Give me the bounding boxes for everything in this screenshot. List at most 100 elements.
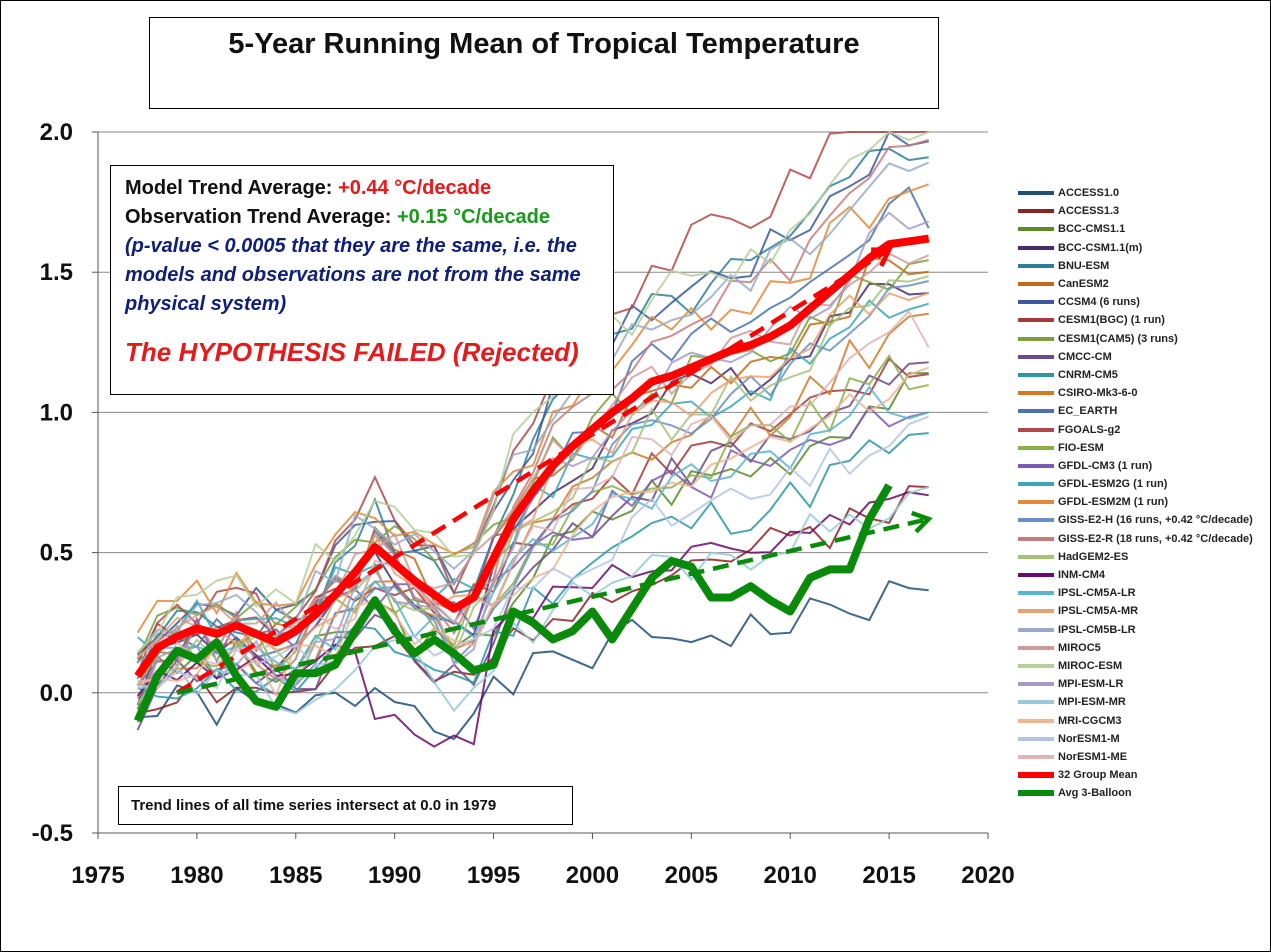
legend-item: GFDL-ESM2G (1 run) — [1018, 475, 1258, 493]
legend-item: MPI-ESM-LR — [1018, 675, 1258, 693]
legend-item: GFDL-ESM2M (1 run) — [1018, 493, 1258, 511]
legend-item: CESM1(BGC) (1 run) — [1018, 311, 1258, 329]
legend-swatch — [1018, 391, 1054, 396]
legend-label: CESM1(CAM5) (3 runs) — [1058, 332, 1178, 345]
legend-item: IPSL-CM5B-LR — [1018, 621, 1258, 639]
model-line-GFDL-CM3 (1 run) — [136, 405, 929, 687]
model-trend-value: +0.44 °C/decade — [338, 177, 492, 199]
x-tick-label: 1985 — [269, 862, 322, 889]
legend-label: MPI-ESM-MR — [1058, 696, 1126, 709]
model-line-GFDL-ESM2M (1 run) — [136, 183, 930, 634]
legend-item: EC_EARTH — [1018, 402, 1258, 420]
legend-item: BCC-CMS1.1 — [1018, 220, 1258, 238]
footnote-box: Trend lines of all time series intersect… — [118, 786, 573, 825]
legend-label: IPSL-CM5A-LR — [1058, 587, 1136, 600]
model-line-IPSL-CM5A-LR — [137, 385, 929, 671]
hypothesis-text: The HYPOTHESIS FAILED (Rejected) — [125, 337, 579, 367]
legend-label: MPI-ESM-LR — [1058, 678, 1124, 691]
obs-trend-line: Observation Trend Average: +0.15 °C/deca… — [125, 203, 599, 232]
legend-swatch — [1018, 372, 1054, 377]
legend-swatch — [1018, 700, 1054, 705]
legend-swatch — [1018, 445, 1054, 450]
chart-title: 5-Year Running Mean of Tropical Temperat… — [228, 28, 860, 60]
model-line-FGOALS-g2 — [136, 131, 929, 675]
legend-label: FGOALS-g2 — [1058, 423, 1121, 436]
legend-item: MRI-CGCM3 — [1018, 711, 1258, 729]
legend-swatch — [1018, 245, 1054, 250]
legend-swatch — [1018, 609, 1054, 614]
legend-item: GFDL-CM3 (1 run) — [1018, 457, 1258, 475]
legend-label: INM-CM4 — [1058, 569, 1106, 582]
legend-swatch — [1018, 736, 1054, 741]
series-line-Avg 3-Balloon — [133, 483, 893, 723]
legend-swatch — [1018, 336, 1054, 341]
legend-item: HadGEM2-ES — [1018, 548, 1258, 566]
legend-item: GISS-E2-H (16 runs, +0.42 °C/decade) — [1018, 511, 1258, 529]
legend-label: MIROC-ESM — [1058, 659, 1123, 672]
legend-item: 32 Group Mean — [1018, 766, 1258, 784]
legend-swatch — [1018, 354, 1054, 359]
legend-swatch — [1018, 500, 1054, 505]
y-tick-label: 1.5 — [40, 259, 73, 286]
trend-line-Model Trend Average — [175, 247, 891, 695]
legend-swatch — [1018, 536, 1054, 541]
axes: 2.0 1.5 1.0 0.5 0.0 -0.5 1975 1980 1985 1990 1995 2… — [32, 119, 1015, 889]
x-tick-label: 2020 — [961, 862, 1014, 889]
legend-swatch — [1018, 754, 1054, 759]
legend-label: GISS-E2-H (16 runs, +0.42 °C/decade) — [1058, 514, 1253, 527]
legend-label: Avg 3-Balloon — [1058, 787, 1132, 800]
legend-item: Avg 3-Balloon — [1018, 784, 1258, 802]
legend-item: BNU-ESM — [1018, 257, 1258, 275]
legend-label: FIO-ESM — [1058, 441, 1104, 454]
model-line-NorESM1-M — [137, 415, 930, 690]
trend-line-Observation Trend Average — [176, 516, 930, 695]
legend-swatch — [1018, 573, 1054, 578]
legend-item: INM-CM4 — [1018, 566, 1258, 584]
legend-swatch — [1018, 318, 1054, 323]
x-tick-label: 2005 — [665, 862, 718, 889]
legend-swatch — [1018, 663, 1054, 668]
pvalue-text: (p-value < 0.0005 that they are the same… — [125, 235, 581, 315]
legend-label: CSIRO-Mk3-6-0 — [1058, 387, 1138, 400]
legend-item: FIO-ESM — [1018, 439, 1258, 457]
legend-item: MPI-ESM-MR — [1018, 693, 1258, 711]
legend-swatch — [1018, 463, 1054, 468]
legend-label: CMCC-CM — [1058, 350, 1112, 363]
legend-swatch — [1018, 300, 1054, 305]
legend-item: CCSM4 (6 runs) — [1018, 293, 1258, 311]
legend-swatch — [1018, 790, 1054, 797]
legend-label: ACCESS1.3 — [1058, 205, 1120, 218]
obs-trend-label: Observation Trend Average: — [125, 206, 397, 228]
legend-swatch — [1018, 682, 1054, 687]
model-line-MRI-CGCM3 — [137, 366, 930, 698]
legend-item: BCC-CSM1.1(m) — [1018, 239, 1258, 257]
legend-label: NorESM1-ME — [1058, 750, 1128, 763]
x-tick-label: 1980 — [170, 862, 223, 889]
model-line-GISS-E2-R (18 runs, +0.42 °C/decade) — [136, 138, 929, 699]
trend-arrowhead — [910, 510, 933, 534]
model-line-MPI-ESM-MR — [137, 486, 929, 715]
legend-item: CMCC-CM — [1018, 348, 1258, 366]
legend-label: GFDL-ESM2G (1 run) — [1058, 478, 1168, 491]
model-trend-line: Model Trend Average: +0.44 °C/decade — [125, 174, 599, 203]
legend-swatch — [1018, 591, 1054, 596]
model-line-CESM1(CAM5) (3 runs) — [136, 259, 929, 660]
y-tick-label: 1.0 — [40, 399, 73, 426]
highlight-series — [133, 234, 930, 723]
legend-item: CNRM-CM5 — [1018, 366, 1258, 384]
legend-item: CSIRO-Mk3-6-0 — [1018, 384, 1258, 402]
legend-label: HadGEM2-ES — [1058, 550, 1129, 563]
y-tick-label: 2.0 — [40, 119, 73, 146]
legend-label: BCC-CSM1.1(m) — [1058, 241, 1143, 254]
x-tick-label: 2015 — [862, 862, 915, 889]
legend-swatch — [1018, 227, 1054, 232]
legend-item: NorESM1-M — [1018, 730, 1258, 748]
legend-label: IPSL-CM5B-LR — [1058, 623, 1136, 636]
legend-label: GFDL-ESM2M (1 run) — [1058, 496, 1168, 509]
y-tick-label: -0.5 — [32, 820, 73, 847]
legend-label: 32 Group Mean — [1058, 769, 1138, 782]
legend-label: CNRM-CM5 — [1058, 368, 1118, 381]
model-line-CCSM4 (6 runs) — [137, 130, 929, 656]
trend-summary-box: Model Trend Average: +0.44 °C/decade Obs… — [110, 165, 614, 395]
